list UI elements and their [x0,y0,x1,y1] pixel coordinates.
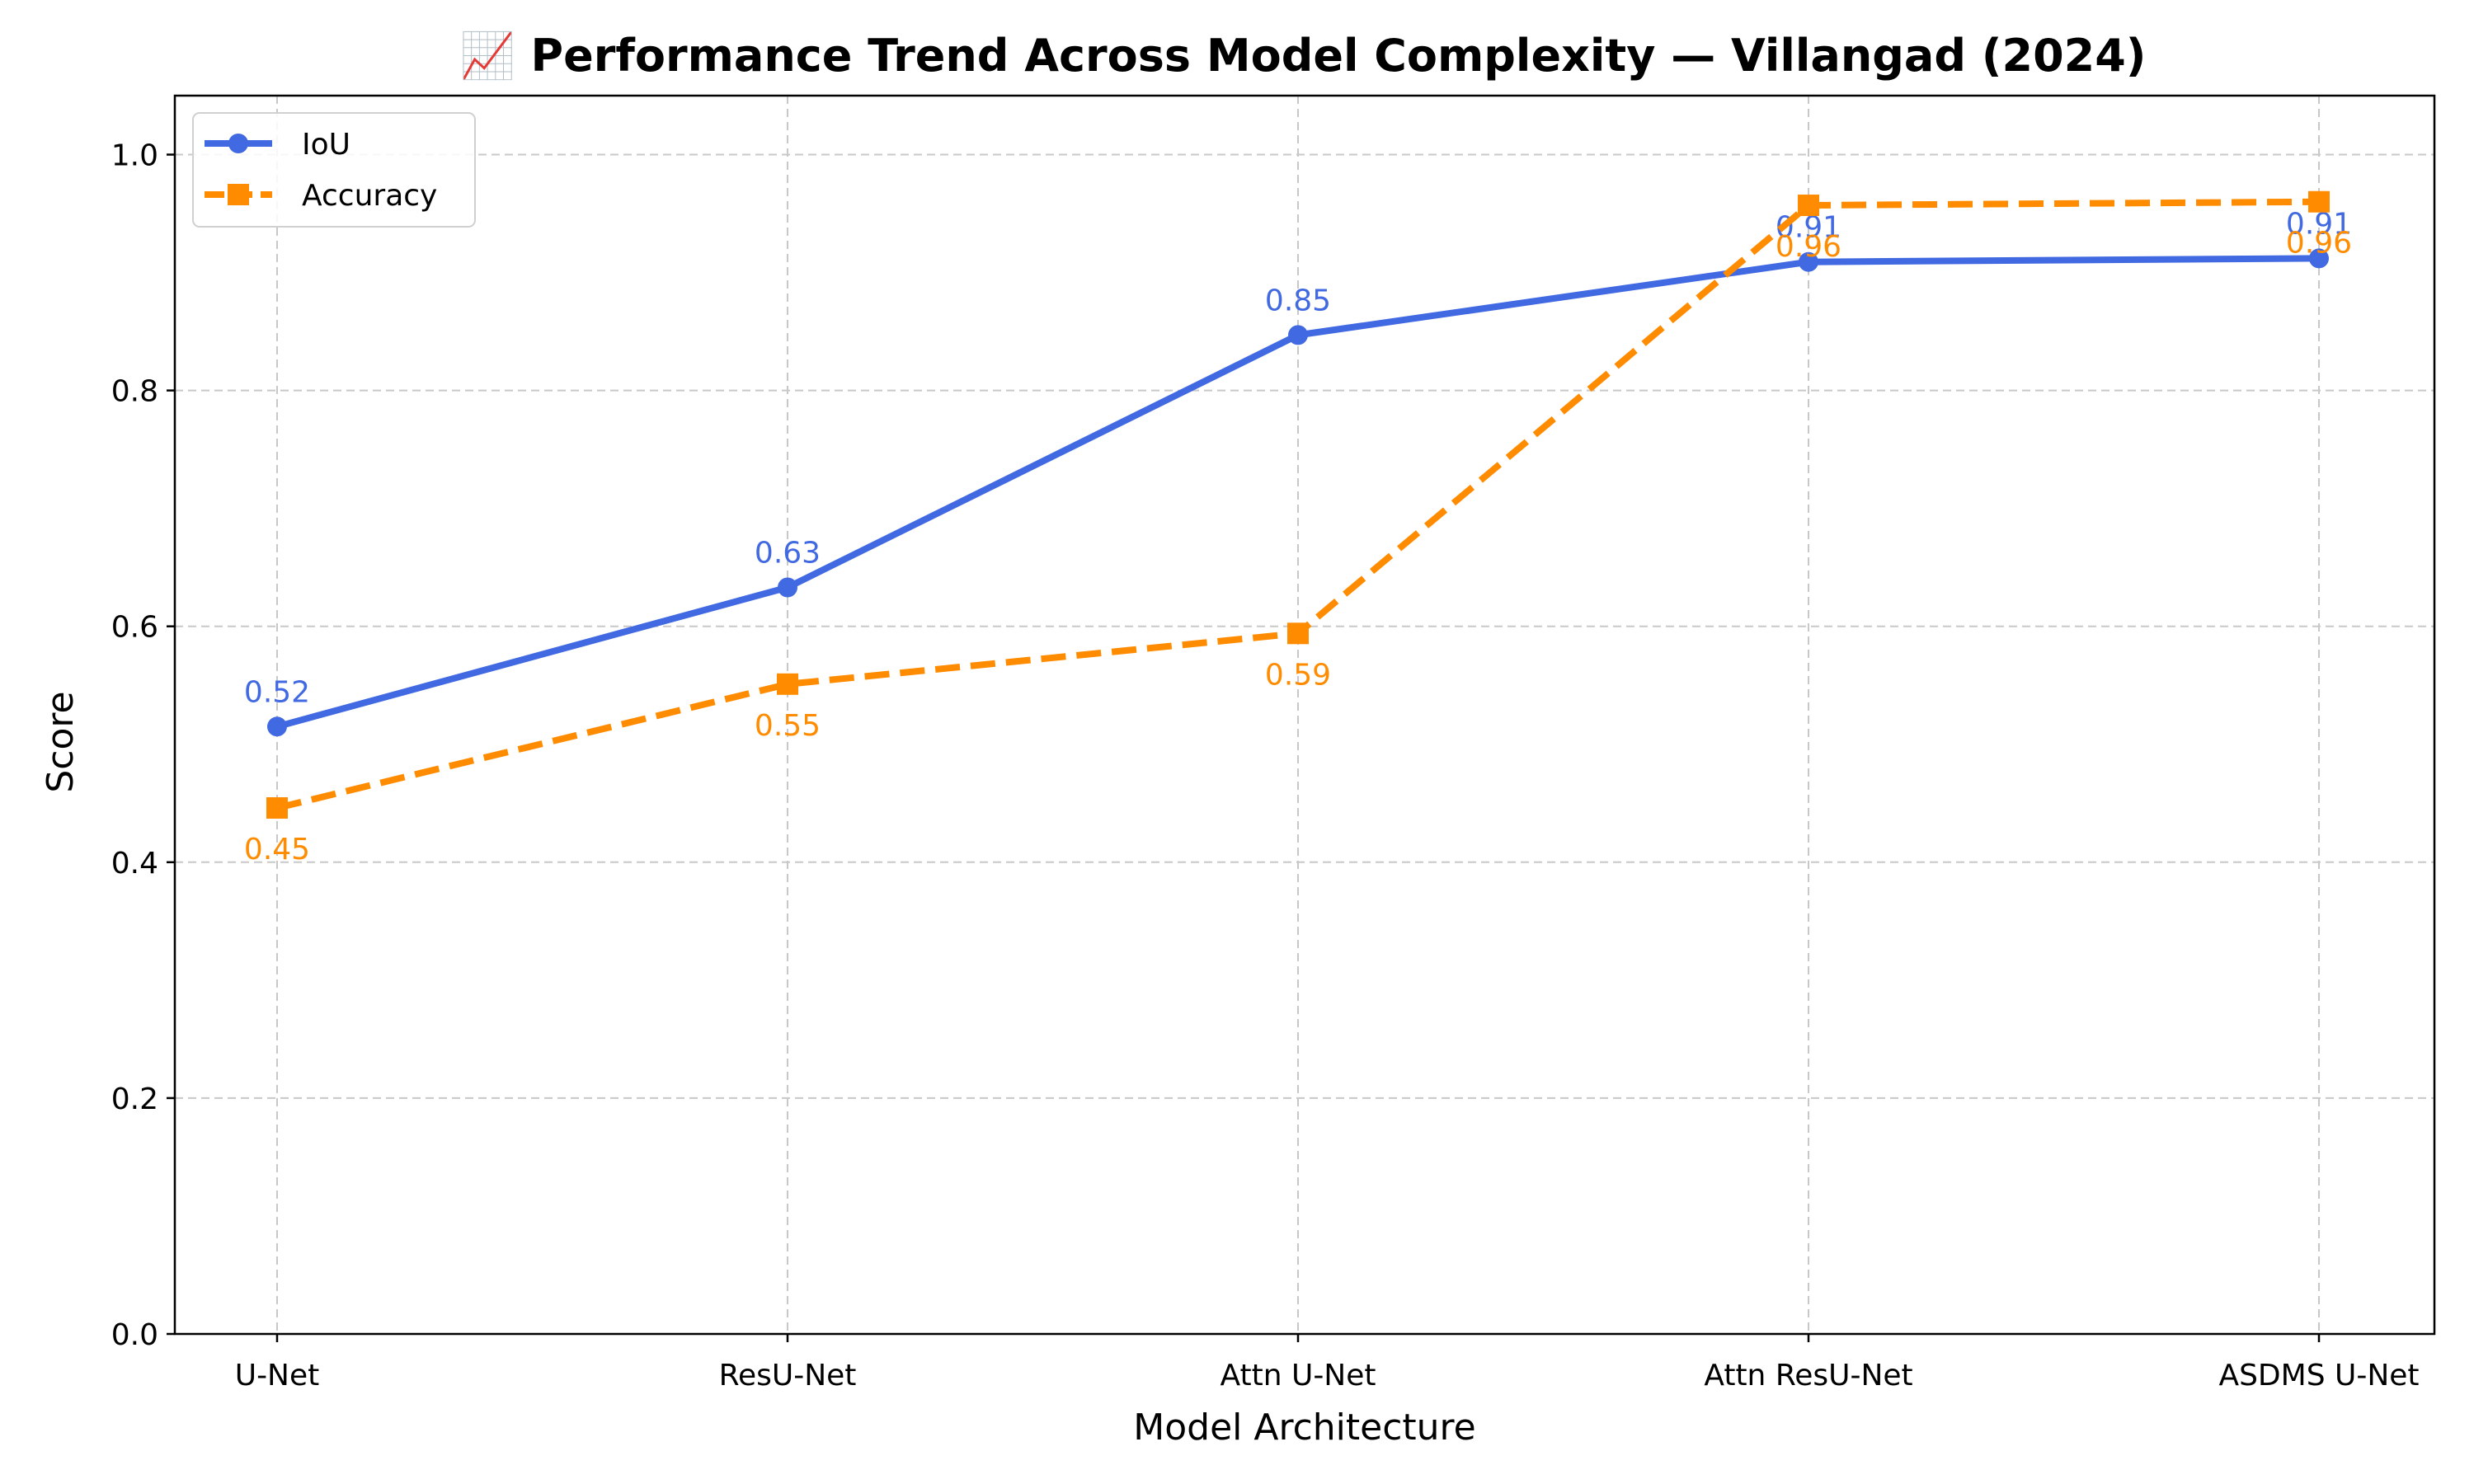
x-tick-label: ResU-Net [719,1359,857,1392]
data-point-accuracy [777,673,798,695]
x-tick-label: U-Net [235,1359,320,1392]
axes: 0.0 0.2 0.4 0.6 0.8 1.0 U-Net ResU-Net Attn U-Ne… [111,139,2420,1392]
legend-marker-accuracy [228,184,249,205]
y-tick-label: 1.0 [111,139,158,173]
data-point-iou [1799,251,1818,272]
data-point-accuracy [266,797,288,819]
data-label-accuracy: 0.45 [244,833,310,866]
y-tick-label: 0.4 [111,847,158,881]
grid [175,96,2434,1335]
legend-marker-iou [228,134,248,153]
legend: IoU Accuracy [192,112,476,228]
y-tick-label: 0.0 [111,1318,158,1352]
data-label-accuracy: 0.96 [2286,227,2352,261]
data-label-iou: 0.52 [244,675,310,709]
x-axis-label: Model Architecture [1133,1407,1475,1449]
plot-frame [173,94,2436,1336]
y-tick-label: 0.2 [111,1082,158,1116]
y-axis-label: Score [40,691,82,792]
x-tick-label: Attn U-Net [1220,1359,1376,1392]
data-label-accuracy: 0.55 [755,709,821,743]
data-point-iou [1288,325,1308,345]
legend-label-iou: IoU [302,128,350,162]
x-tick-label: Attn ResU-Net [1704,1359,1912,1392]
legend-label-accuracy: Accuracy [302,179,437,213]
data-point-iou [2309,248,2329,269]
data-point-iou [778,577,797,598]
chart-title: 📈 Performance Trend Across Model Complex… [460,30,2147,82]
data-label-accuracy: 0.96 [1776,230,1841,264]
data-label-iou: 0.63 [755,537,821,571]
data-label-iou: 0.91 [2286,207,2352,241]
data-point-accuracy [1798,195,1819,217]
series-layer: 0.520.630.850.91 0.910.450.550.590.96 0.96 [244,190,2352,866]
y-tick-label: 0.8 [111,375,158,409]
data-point-accuracy [1287,622,1309,645]
x-tick-label: ASDMS U-Net [2218,1359,2419,1392]
data-label-accuracy: 0.59 [1265,658,1331,692]
data-label-iou: 0.85 [1265,284,1331,317]
data-point-iou [267,716,287,737]
y-tick-label: 0.6 [111,611,158,645]
data-point-accuracy [2308,190,2330,213]
